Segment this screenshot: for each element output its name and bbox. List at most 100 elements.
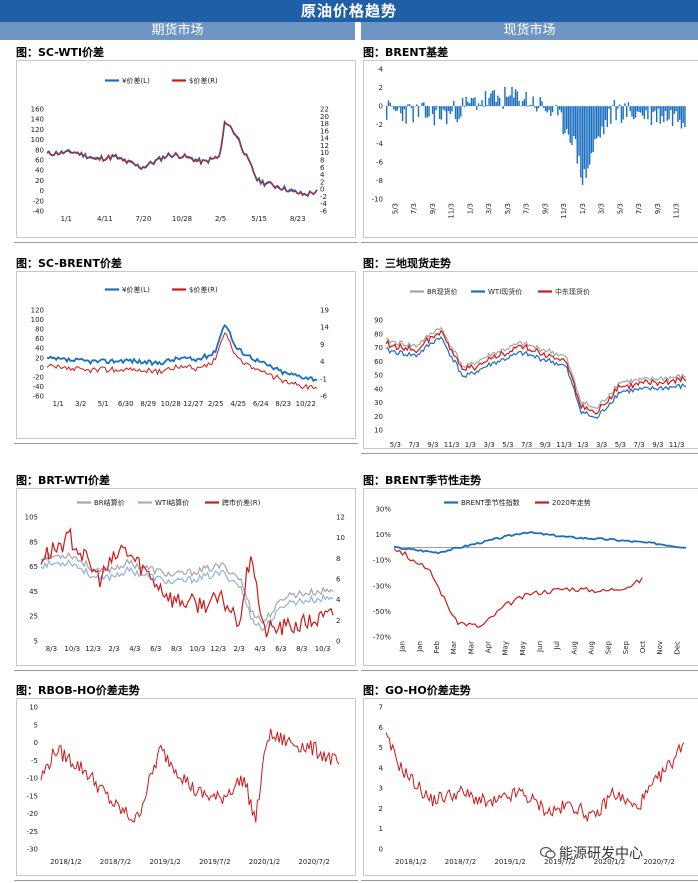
x-tick: 2/3 xyxy=(108,645,119,653)
y-tick-left: 5 xyxy=(34,721,38,729)
y-tick-left: -60 xyxy=(33,393,44,401)
y-tick-right: 10 xyxy=(320,149,329,157)
bar xyxy=(664,106,667,111)
bar xyxy=(408,104,411,107)
x-tick: 8/3 xyxy=(46,645,57,653)
y-tick-left: 5 xyxy=(34,638,38,646)
x-tick: 12/3 xyxy=(210,645,226,653)
chart-brent-basis: 4 2 0 -2 -4 -6 -8 -10 5/3 7/3 9/3 11/3 1/3 3/3 5/3 7/3 9… xyxy=(372,66,686,219)
bar xyxy=(567,106,570,135)
bar xyxy=(599,106,601,138)
x-tick: 8/3 xyxy=(296,645,307,653)
y-tick-right: 20 xyxy=(320,113,329,121)
panel-brent-basis: 图：BRENT基差 4 2 0 -2 -4 -6 -8 -10 5/3 7/3 9/3 11/3 1/3… xyxy=(361,42,698,243)
x-tick: 11/3 xyxy=(560,203,568,219)
panel-sc-wti: 图：SC-WTI价差 160 140 120 100 80 60 40 20 0 -20 -40 22… xyxy=(14,42,358,243)
bar xyxy=(451,106,453,112)
y-tick-left: 2 xyxy=(379,84,383,92)
y-tick-left: -4 xyxy=(376,140,384,148)
bar xyxy=(417,106,420,117)
y-tick-left: 30 xyxy=(374,399,383,407)
y-tick-left: 40 xyxy=(374,385,383,393)
panel-brt-wti: 图：BRT-WTI价差 105 85 65 45 25 5 12 10 8 6 4 2 0 8/3 10/3… xyxy=(14,470,358,671)
bar xyxy=(659,106,661,124)
x-tick: 7/3 xyxy=(633,441,644,449)
y-tick-right: 2 xyxy=(336,617,340,625)
x-tick: Nov xyxy=(656,641,664,655)
bar xyxy=(435,106,437,111)
legend-label: $价差(R) xyxy=(189,76,218,85)
bar xyxy=(431,106,434,115)
bar xyxy=(484,91,487,107)
bar xyxy=(610,106,612,124)
bar xyxy=(479,105,481,107)
x-tick: 11/3 xyxy=(444,441,460,449)
watermark-text: 能源研发中心 xyxy=(559,846,643,862)
bar xyxy=(472,98,474,107)
x-tick: 11/3 xyxy=(556,441,572,449)
y-tick-left: 20 xyxy=(374,413,383,421)
bar xyxy=(410,106,413,108)
legend-label: BR结算价 xyxy=(94,498,125,507)
y-tick-left: 20 xyxy=(35,354,44,362)
x-tick: 5/3 xyxy=(616,203,624,214)
x-tick: 10/22 xyxy=(296,400,316,408)
bar xyxy=(587,106,589,169)
bar xyxy=(624,103,626,107)
y-tick-left: 105 xyxy=(25,514,38,522)
bar xyxy=(398,106,400,108)
bar xyxy=(626,106,628,118)
y-tick-right: -6 xyxy=(320,208,328,216)
y-tick-right: 9 xyxy=(320,341,324,349)
y-tick-left: -20 xyxy=(33,373,44,381)
panel-title: 图：SC-BRENT价差 xyxy=(16,257,122,270)
x-tick: 8/23 xyxy=(290,215,306,223)
legend-label: WTI现货价 xyxy=(488,287,522,296)
panel-sc-brent: 图：SC-BRENT价差 120 100 80 60 40 20 0 -20 -40 -60 19 1… xyxy=(14,253,358,444)
panel-title: 图：GO-HO价差走势 xyxy=(363,684,471,697)
bar xyxy=(675,106,677,112)
x-tick: 1/1 xyxy=(53,400,64,408)
x-tick: 2/3 xyxy=(234,645,245,653)
y-tick-left: 3 xyxy=(379,785,383,793)
bar xyxy=(405,106,407,124)
bar xyxy=(618,104,621,107)
bar xyxy=(530,105,533,107)
y-tick-right: 8 xyxy=(336,555,340,563)
bar xyxy=(558,106,561,110)
x-tick: 9/3 xyxy=(541,203,549,214)
y-tick-left: 85 xyxy=(29,538,38,546)
x-tick: 12/3 xyxy=(85,645,101,653)
bar xyxy=(640,106,642,113)
futures-section-header: 期货市场 xyxy=(0,22,355,40)
bar xyxy=(571,106,573,146)
y-tick-left: 6 xyxy=(379,724,384,732)
series-br-spot xyxy=(385,326,687,410)
x-tick: Aug xyxy=(570,641,578,655)
y-tick-left: 2 xyxy=(379,805,383,813)
y-tick-left: 40 xyxy=(35,167,44,175)
bar xyxy=(470,97,473,107)
x-tick: 1/3 xyxy=(465,441,476,449)
y-tick-left: -70% xyxy=(373,634,391,642)
series-spread-right xyxy=(40,527,334,638)
bar xyxy=(493,90,496,107)
x-tick: Sep xyxy=(605,640,613,654)
x-tick: 5/3 xyxy=(504,203,512,214)
panel-title: 图：RBOB-HO价差走势 xyxy=(16,684,140,697)
series-2020 xyxy=(393,548,643,629)
watermark: 能源研发中心 xyxy=(540,843,643,863)
bar xyxy=(597,106,600,137)
bar xyxy=(663,106,665,123)
legend-label: WTI结算价 xyxy=(155,498,189,507)
bar xyxy=(622,106,624,120)
panel-title: 图：三地现货走势 xyxy=(363,257,451,270)
x-tick: 10/28 xyxy=(172,215,192,223)
bar xyxy=(617,106,619,109)
bar xyxy=(428,106,430,117)
y-tick-left: 40 xyxy=(35,345,44,353)
bar xyxy=(631,106,633,117)
x-tick: Apr xyxy=(484,641,492,653)
bar xyxy=(396,106,398,111)
